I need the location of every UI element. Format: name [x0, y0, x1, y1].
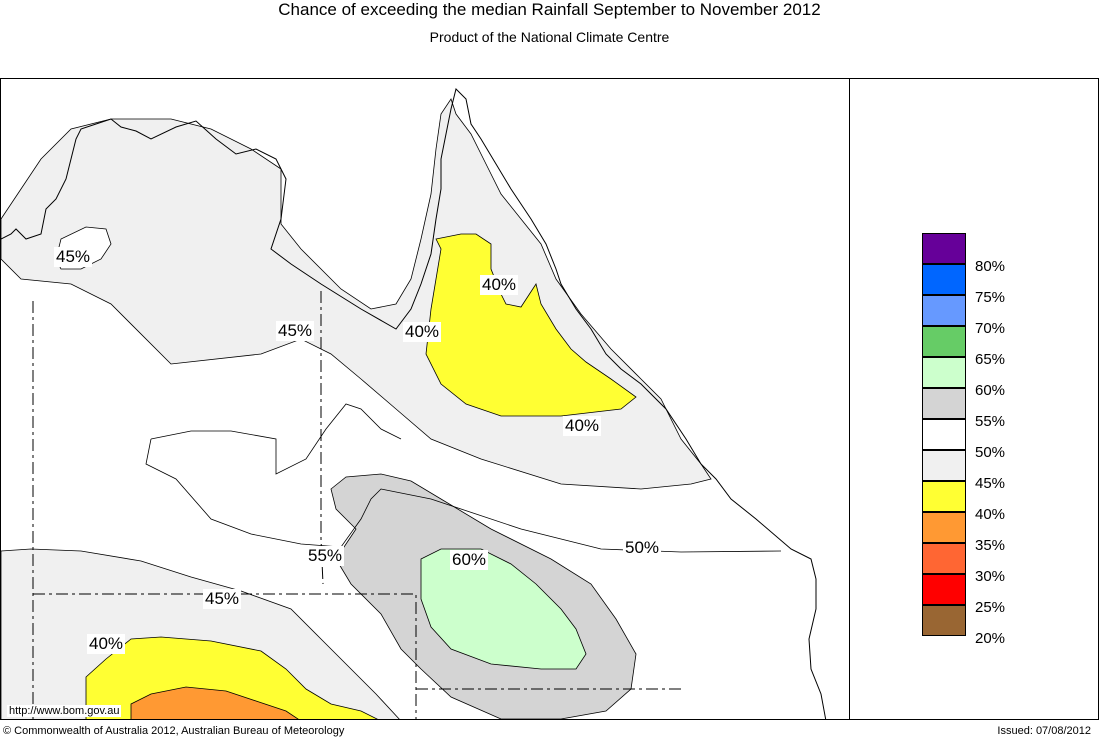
region-45-north — [1, 98, 712, 490]
contour-label-55: 55% — [306, 546, 345, 566]
contour-label-45-south: 45% — [203, 589, 242, 609]
legend-label-40: 40% — [975, 506, 1006, 523]
legend-swatch-65 — [922, 326, 966, 357]
legend-label-55: 55% — [975, 413, 1006, 430]
legend-swatch-70 — [922, 295, 966, 326]
contour-label-40-west: 40% — [403, 322, 442, 342]
legend-label-25: 25% — [975, 599, 1006, 616]
legend-label-70: 70% — [975, 320, 1006, 337]
contour-label-40-coast: 40% — [563, 416, 602, 436]
map-subtitle: Product of the National Climate Centre — [429, 29, 670, 45]
contour-label-45-mid: 45% — [276, 321, 315, 341]
legend-swatch-60 — [922, 357, 966, 388]
coastline — [1, 88, 827, 719]
legend-swatch-40 — [922, 481, 966, 512]
state-border — [32, 291, 681, 719]
contour-label-40-capeyork: 40% — [480, 275, 519, 295]
legend-label-30: 30% — [975, 568, 1006, 585]
legend-label-75: 75% — [975, 289, 1006, 306]
map-panel: 45% 45% 40% 40% 40% 50% 55% 60% 45% 40% — [0, 78, 850, 720]
region-40-capeyork — [425, 233, 637, 417]
legend-swatch-55 — [922, 388, 966, 419]
legend-swatch-75 — [922, 264, 966, 295]
legend-swatch-35 — [922, 512, 966, 543]
source-url[interactable]: http://www.bom.gov.au — [7, 705, 122, 717]
region-60-center — [420, 548, 587, 670]
legend-swatch-30 — [922, 543, 966, 574]
legend-label-80: 80% — [975, 258, 1006, 275]
legend-label-65: 65% — [975, 351, 1006, 368]
legend-swatch-45 — [922, 450, 966, 481]
legend-swatch-50 — [922, 419, 966, 450]
legend-label-60: 60% — [975, 382, 1006, 399]
issued-date: Issued: 07/08/2012 — [997, 725, 1091, 737]
legend-label-50: 50% — [975, 444, 1006, 461]
legend-swatch-80 — [922, 233, 966, 264]
contour-label-40-south: 40% — [87, 634, 126, 654]
legend-panel: 80% 75% 70% 65% 60% 55% 50% 45% 40% 35% 30% 25% 20% — [850, 78, 1099, 720]
contour-label-45-nw: 45% — [54, 247, 93, 267]
contour-label-50: 50% — [623, 538, 662, 558]
legend-swatch-25 — [922, 574, 966, 605]
contour-label-60: 60% — [450, 550, 489, 570]
copyright-text: © Commonwealth of Australia 2012, Austra… — [3, 725, 345, 737]
legend-label-35: 35% — [975, 537, 1006, 554]
rainfall-map — [1, 88, 827, 719]
contour-50 — [145, 438, 782, 553]
legend-label-45: 45% — [975, 475, 1006, 492]
region-35-south — [130, 686, 299, 719]
legend-label-20: 20% — [975, 630, 1006, 647]
contour-45-mid — [150, 403, 402, 475]
legend-swatch-20 — [922, 605, 966, 636]
map-title: Chance of exceeding the median Rainfall … — [278, 0, 821, 19]
